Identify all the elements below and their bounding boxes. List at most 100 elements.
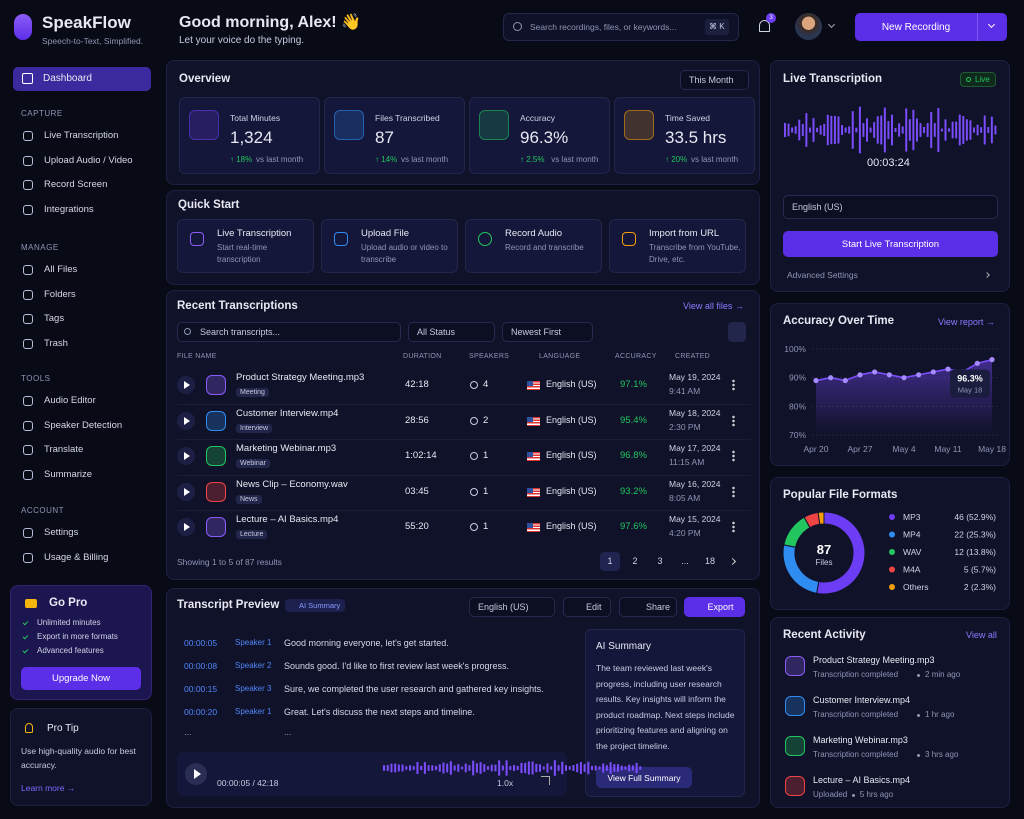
- quick-start-card[interactable]: Import from URL Transcribe from YouTube, …: [609, 219, 746, 273]
- nav-item[interactable]: Summarize: [44, 468, 93, 480]
- activity-name[interactable]: Customer Interview.mp4: [813, 695, 911, 705]
- nav-item[interactable]: Usage & Billing: [44, 551, 109, 563]
- nav-item[interactable]: Trash: [44, 337, 68, 349]
- row-menu[interactable]: [732, 450, 735, 462]
- page-button[interactable]: 1: [600, 552, 620, 571]
- stat-card: Time Saved 33.5 hrs ↑ 20% vs last month: [614, 97, 755, 174]
- nav-item[interactable]: Translate: [44, 444, 84, 456]
- ai-badge: AI Summary: [285, 599, 346, 612]
- page-button[interactable]: 2: [632, 556, 638, 566]
- language-select[interactable]: English (US): [469, 597, 555, 617]
- next-page[interactable]: [728, 557, 737, 566]
- avatar[interactable]: [795, 13, 822, 40]
- nav-item[interactable]: Settings: [44, 527, 79, 538]
- page-button[interactable]: ...: [681, 556, 689, 566]
- file-name[interactable]: News Clip – Economy.wav: [236, 478, 348, 490]
- activity-name[interactable]: Lecture – AI Basics.mp4: [813, 775, 911, 785]
- summary-button[interactable]: View Full Summary: [596, 767, 692, 788]
- check-mark: [22, 647, 29, 654]
- quick-title: Record Audio: [505, 228, 563, 239]
- page-button[interactable]: 3: [657, 556, 663, 566]
- duration: 03:45: [405, 485, 429, 497]
- nav-dashboard[interactable]: Dashboard: [13, 67, 151, 91]
- stat-label: Accuracy: [520, 113, 555, 123]
- accuracy: 95.4%: [620, 414, 647, 426]
- file-name[interactable]: Marketing Webinar.mp3: [236, 443, 337, 454]
- stat-card: Files Transcribed 87 ↑ 14% vs last month: [324, 97, 465, 174]
- nav-item[interactable]: All Files: [44, 264, 78, 275]
- pro-tip-text: Use high-quality audio for best accuracy…: [21, 746, 136, 770]
- page-button[interactable]: 18: [704, 556, 715, 566]
- row-menu[interactable]: [732, 521, 735, 533]
- sort-select[interactable]: Newest First: [502, 322, 593, 342]
- line-text: Sounds good. I'd like to first review la…: [284, 661, 510, 671]
- search-placeholder[interactable]: Search recordings, files, or keywords...: [530, 22, 677, 32]
- shortcut: ⌘ K: [705, 19, 729, 35]
- nav-item[interactable]: Upload Audio / Video: [44, 154, 133, 166]
- nav-item[interactable]: Integrations: [44, 203, 94, 215]
- file-tag: News: [236, 494, 262, 504]
- speed[interactable]: 1.0x: [497, 778, 514, 788]
- grid-view[interactable]: [728, 322, 746, 342]
- nav-item[interactable]: Audio Editor: [44, 395, 96, 406]
- expand[interactable]: [541, 776, 550, 785]
- crown-icon: [25, 599, 37, 608]
- edit-button[interactable]: Edit: [563, 597, 611, 617]
- speaker-icon: [470, 381, 478, 389]
- row-menu[interactable]: [732, 414, 735, 427]
- quick-start-card[interactable]: Live Transcription Start real-time transc…: [177, 219, 314, 273]
- live-title: Live Transcription: [783, 73, 883, 85]
- nav-item[interactable]: Speaker Detection: [44, 419, 123, 431]
- pro-tip-link[interactable]: Learn more →: [21, 783, 76, 793]
- pro-tip-title: Pro Tip: [47, 723, 79, 734]
- share-button[interactable]: Share: [619, 597, 677, 617]
- column-header: DURATION: [403, 353, 442, 360]
- formats-panel: Popular File Formats: [770, 477, 1010, 610]
- stat-card: Total Minutes 1,324 ↑ 18% vs last month: [179, 97, 320, 174]
- speakers: 2: [483, 414, 489, 426]
- quick-title: Upload File: [361, 228, 410, 239]
- nav-item[interactable]: Record Screen: [44, 179, 108, 191]
- advanced-settings[interactable]: Advanced Settings: [787, 270, 858, 280]
- quick-start-card[interactable]: Record Audio Record and transcribe: [465, 219, 602, 273]
- upgrade-button[interactable]: Upgrade Now: [21, 667, 141, 690]
- chart-title: Popular File Formats: [783, 489, 898, 501]
- list-view[interactable]: [707, 322, 725, 342]
- nav-item[interactable]: Live Transcription: [44, 130, 119, 141]
- nav-section-title: ACCOUNT: [21, 506, 65, 515]
- nav-icon: [23, 265, 33, 275]
- new-recording-button[interactable]: New Recording: [855, 13, 1007, 41]
- flag: [527, 416, 540, 426]
- view-all-files[interactable]: View all files →: [683, 301, 744, 311]
- line-time: 00:00:08: [184, 661, 218, 671]
- activity-view-all[interactable]: View all: [966, 630, 997, 640]
- summary-card: AI Summary The team reviewed last week's …: [585, 629, 745, 797]
- logo-icon: [14, 14, 32, 40]
- quick-start-card[interactable]: Upload File Upload audio or video to tran…: [321, 219, 458, 273]
- created-time: 11:15 AM: [669, 457, 705, 467]
- speaker-icon: [470, 487, 478, 496]
- stat-card: Accuracy 96.3% ↑ 2.5% vs last month: [469, 97, 610, 174]
- bell-icon[interactable]: [759, 20, 770, 32]
- transcript-search[interactable]: Search transcripts...: [177, 322, 401, 342]
- start-live-button[interactable]: Start Live Transcription: [783, 231, 998, 257]
- chart-link[interactable]: View report →: [938, 317, 995, 327]
- file-name[interactable]: Customer Interview.mp4: [236, 407, 339, 419]
- row-menu[interactable]: [732, 379, 735, 391]
- nav-item[interactable]: Tags: [44, 313, 65, 325]
- stat-icon: [624, 110, 654, 140]
- period-select[interactable]: This Month: [680, 70, 749, 90]
- activity-name[interactable]: Product Strategy Meeting.mp3: [813, 655, 935, 665]
- go-pro-feature: Export in more formats: [37, 632, 118, 641]
- file-name[interactable]: Product Strategy Meeting.mp3: [236, 372, 365, 383]
- live-language[interactable]: English (US): [783, 195, 998, 219]
- avatar-caret: [827, 20, 836, 29]
- activity-name[interactable]: Marketing Webinar.mp3: [813, 735, 908, 745]
- status-filter[interactable]: All Status: [408, 322, 495, 342]
- language: English (US): [546, 521, 597, 531]
- stat-icon: [334, 110, 364, 140]
- nav-item[interactable]: Folders: [44, 288, 76, 300]
- row-menu[interactable]: [732, 485, 735, 498]
- export-button[interactable]: Export: [684, 597, 745, 617]
- file-name[interactable]: Lecture – AI Basics.mp4: [236, 514, 339, 525]
